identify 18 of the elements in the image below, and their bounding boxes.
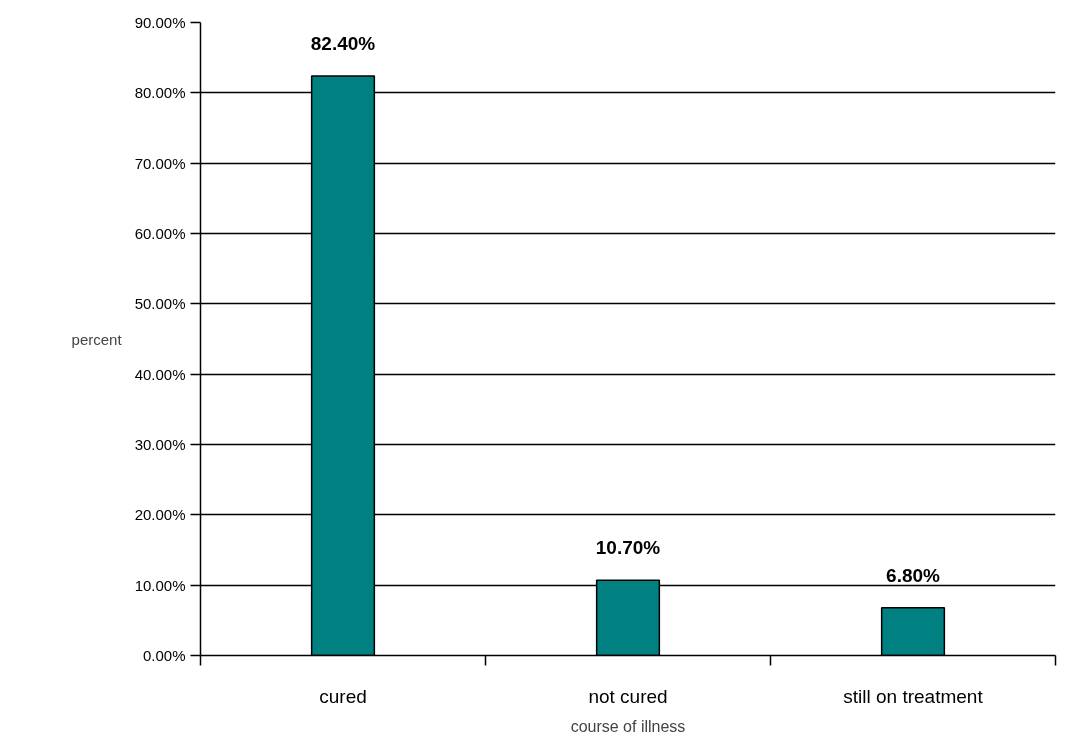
y-tick-label: 90.00%: [134, 14, 186, 31]
y-tick-label: 80.00%: [134, 84, 186, 102]
x-axis-title: course of illness: [570, 717, 686, 735]
y-axis-title: percent: [71, 330, 123, 348]
x-tick-label: still on treatment: [843, 685, 984, 707]
data-label: 10.70%: [595, 537, 661, 559]
y-tick-label: 70.00%: [134, 154, 186, 172]
y-tick-label: 10.00%: [134, 576, 186, 594]
y-tick-label: 50.00%: [134, 295, 186, 313]
y-tick-label: 40.00%: [134, 365, 186, 383]
x-tick-label: cured: [319, 685, 367, 707]
y-tick-label: 30.00%: [134, 436, 186, 453]
y-tick-label: 20.00%: [134, 506, 186, 524]
y-tick-label: 0.00%: [142, 647, 186, 664]
y-tick-label: 60.00%: [134, 225, 186, 242]
data-label: 82.40%: [310, 32, 376, 54]
data-label: 6.80%: [886, 564, 941, 586]
x-tick-label: not cured: [588, 685, 668, 707]
